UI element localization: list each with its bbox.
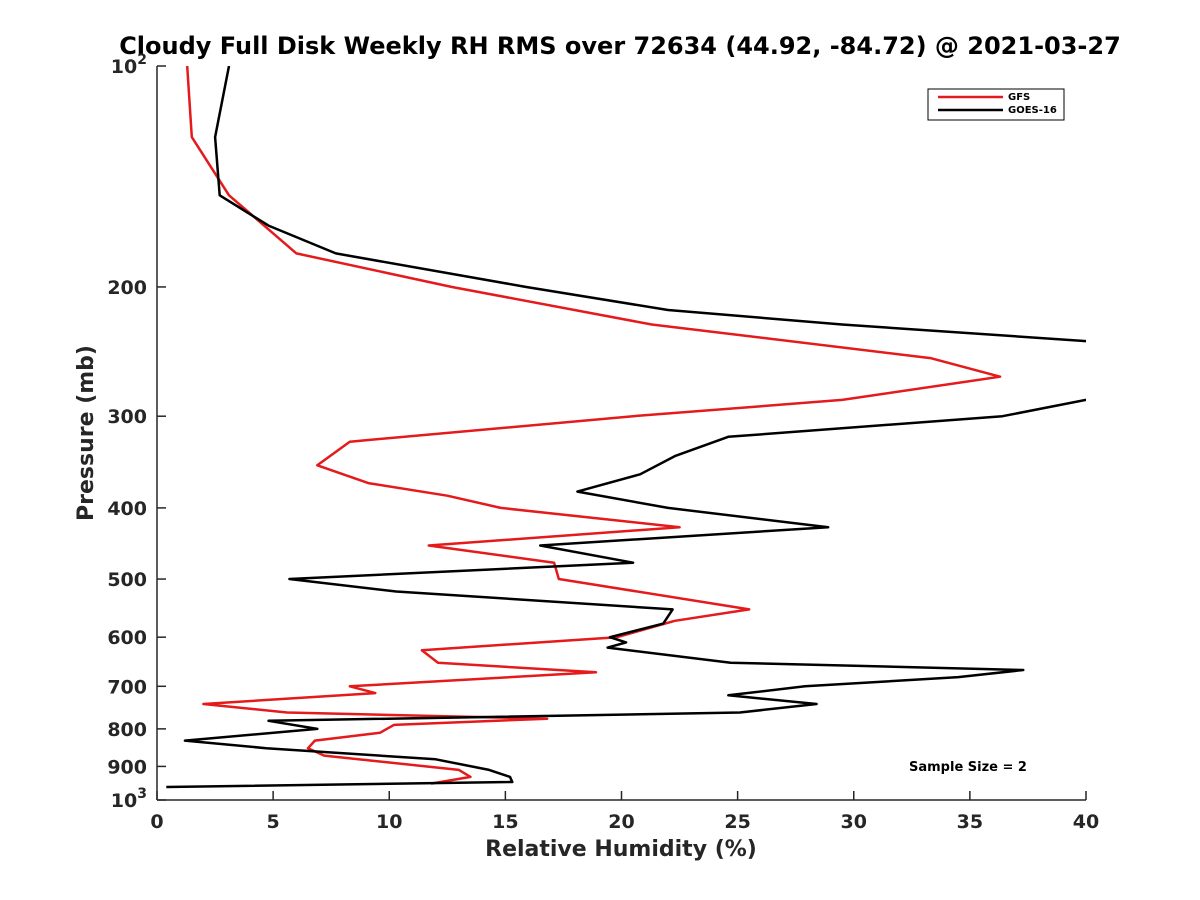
y-tick-label: 102 — [111, 52, 147, 78]
y-tick-label: 800 — [107, 719, 147, 741]
x-tick-label: 30 — [841, 811, 867, 833]
series-line-gfs — [185, 66, 1002, 785]
y-tick-label: 200 — [107, 277, 147, 299]
y-tick-label: 600 — [107, 627, 147, 649]
x-tick-label: 25 — [724, 811, 750, 833]
x-tick-label: 0 — [150, 811, 163, 833]
y-tick-label: 500 — [107, 569, 147, 591]
chart-title: Cloudy Full Disk Weekly RH RMS over 7263… — [119, 32, 1121, 60]
x-tick-label: 5 — [267, 811, 280, 833]
ticks-layer: 0 5 10 15 20 25 30 35 40 102 200 300 400 500 600 700 800… — [107, 52, 1099, 833]
legend-label-goes16: GOES-16 — [1008, 105, 1057, 116]
x-tick-label: 15 — [492, 811, 518, 833]
y-tick-label: 300 — [107, 406, 147, 428]
x-tick-label: 20 — [608, 811, 634, 833]
x-axis-label: Relative Humidity (%) — [485, 837, 757, 862]
legend-label-gfs: GFS — [1008, 92, 1030, 103]
y-axis-label: Pressure (mb) — [74, 345, 99, 521]
y-tick-label: 700 — [107, 676, 147, 698]
legend: GFS GOES-16 — [927, 88, 1065, 121]
series-line-goes16 — [166, 66, 1086, 789]
y-tick-label: 400 — [107, 498, 147, 520]
x-tick-label: 35 — [957, 811, 983, 833]
series-layer — [166, 66, 1086, 789]
sample-size-annotation: Sample Size = 2 — [909, 760, 1027, 775]
y-tick-label: 900 — [107, 756, 147, 778]
legend-box — [927, 88, 1065, 121]
x-tick-label: 10 — [376, 811, 402, 833]
y-tick-label: 103 — [111, 786, 147, 812]
x-tick-label: 40 — [1073, 811, 1099, 833]
